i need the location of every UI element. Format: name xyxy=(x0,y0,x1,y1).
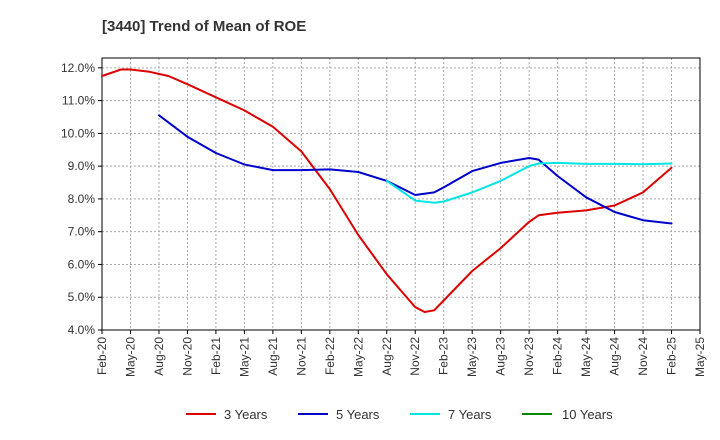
x-tick-label: Feb-23 xyxy=(437,337,451,375)
y-tick-label: 8.0% xyxy=(68,192,96,206)
series-line-3-years xyxy=(101,68,673,313)
x-tick-label: Feb-21 xyxy=(209,337,223,375)
legend-label: 3 Years xyxy=(224,407,268,422)
x-tick-label: May-20 xyxy=(123,337,137,377)
x-tick-label: May-22 xyxy=(351,337,365,377)
y-tick-label: 12.0% xyxy=(61,61,95,75)
x-tick-label: Feb-25 xyxy=(665,337,679,375)
legend-label: 5 Years xyxy=(336,407,380,422)
grid xyxy=(101,58,701,331)
x-tick-label: May-21 xyxy=(237,337,251,377)
x-tick-label: May-24 xyxy=(579,337,593,377)
y-tick-label: 6.0% xyxy=(68,257,96,271)
plot-frame xyxy=(101,57,701,331)
legend-label: 10 Years xyxy=(562,407,613,422)
legend-label: 7 Years xyxy=(448,407,492,422)
y-tick-label: 9.0% xyxy=(68,159,96,173)
y-tick-label: 11.0% xyxy=(62,94,95,108)
x-tick-label: Nov-23 xyxy=(522,337,536,376)
y-tick-label: 10.0% xyxy=(61,126,95,140)
series-layer xyxy=(101,68,673,313)
x-tick-label: Aug-23 xyxy=(494,337,508,376)
x-tick-label: Aug-21 xyxy=(266,337,280,376)
x-tick-label: Aug-22 xyxy=(380,337,394,376)
x-tick-label: Aug-20 xyxy=(152,337,166,376)
x-tick-label: Nov-22 xyxy=(408,337,422,376)
legend: 3 Years 5 Years 7 Years 10 Years xyxy=(186,407,613,422)
series-line-7-years xyxy=(385,161,673,204)
y-tick-label: 5.0% xyxy=(68,290,96,304)
x-axis-ticks: Feb-20 May-20 Aug-20 Nov-20 Feb-21 May-21 Aug-… xyxy=(95,330,707,377)
x-tick-label: May-23 xyxy=(465,337,479,377)
x-tick-label: Nov-21 xyxy=(294,337,308,376)
y-tick-label: 4.0% xyxy=(68,323,96,337)
x-tick-label: Feb-20 xyxy=(95,337,109,375)
x-tick-label: May-25 xyxy=(693,337,707,377)
x-tick-label: Aug-24 xyxy=(608,337,622,376)
chart-title: [3440] Trend of Mean of ROE xyxy=(102,18,306,35)
y-tick-label: 7.0% xyxy=(68,225,96,239)
x-tick-label: Feb-22 xyxy=(323,337,337,375)
x-tick-label: Feb-24 xyxy=(551,337,565,375)
series-line-5-years xyxy=(158,114,673,225)
x-tick-label: Nov-20 xyxy=(180,337,194,376)
x-tick-label: Nov-24 xyxy=(636,337,650,376)
y-axis-ticks: 12.0% 11.0% 10.0% 9.0% 8.0% 7.0% 6.0% 5.0% 4.0% xyxy=(61,61,102,337)
